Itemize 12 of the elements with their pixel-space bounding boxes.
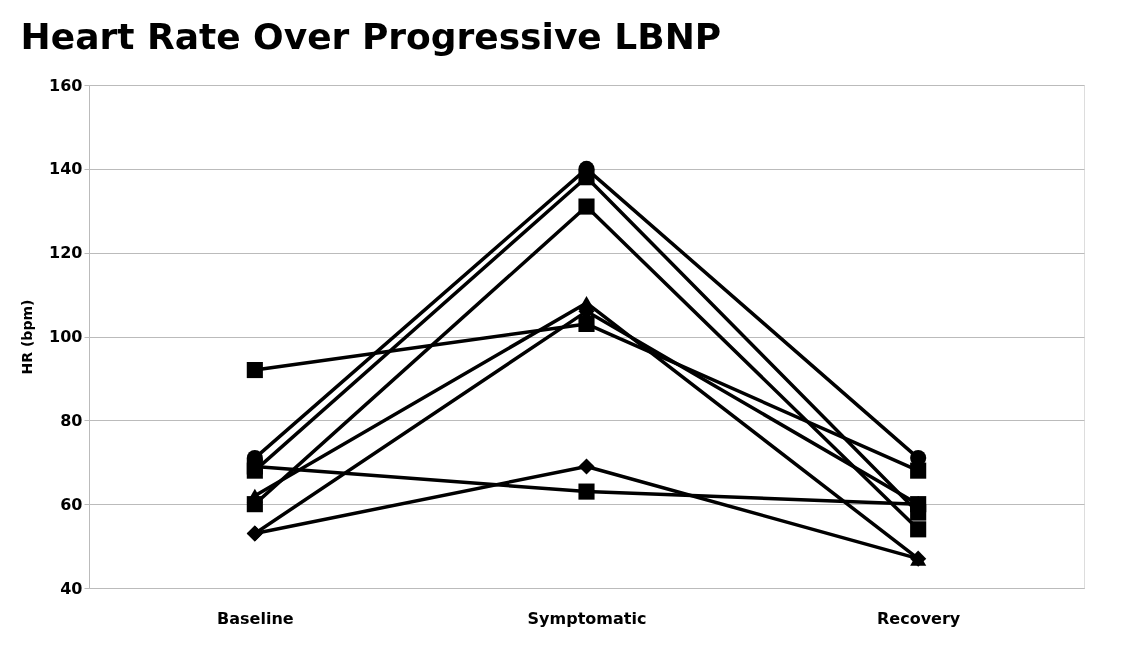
y-tick-label: 40 [60, 578, 83, 598]
y-tick-label: 120 [49, 243, 83, 263]
x-tick-label: Baseline [217, 608, 294, 628]
x-tick-label: Symptomatic [527, 608, 647, 628]
y-tick-label: 100 [49, 327, 83, 346]
x-tick-label: Recovery [877, 608, 961, 628]
y-tick-label: 60 [60, 494, 83, 514]
y-tick-label: 80 [60, 410, 83, 430]
y-tick-label: 140 [49, 159, 83, 179]
chart-title: Heart Rate Over Progressive LBNP [20, 16, 722, 57]
y-tick-label: 160 [49, 75, 83, 95]
y-axis-title: HR (bpm) [19, 299, 36, 375]
